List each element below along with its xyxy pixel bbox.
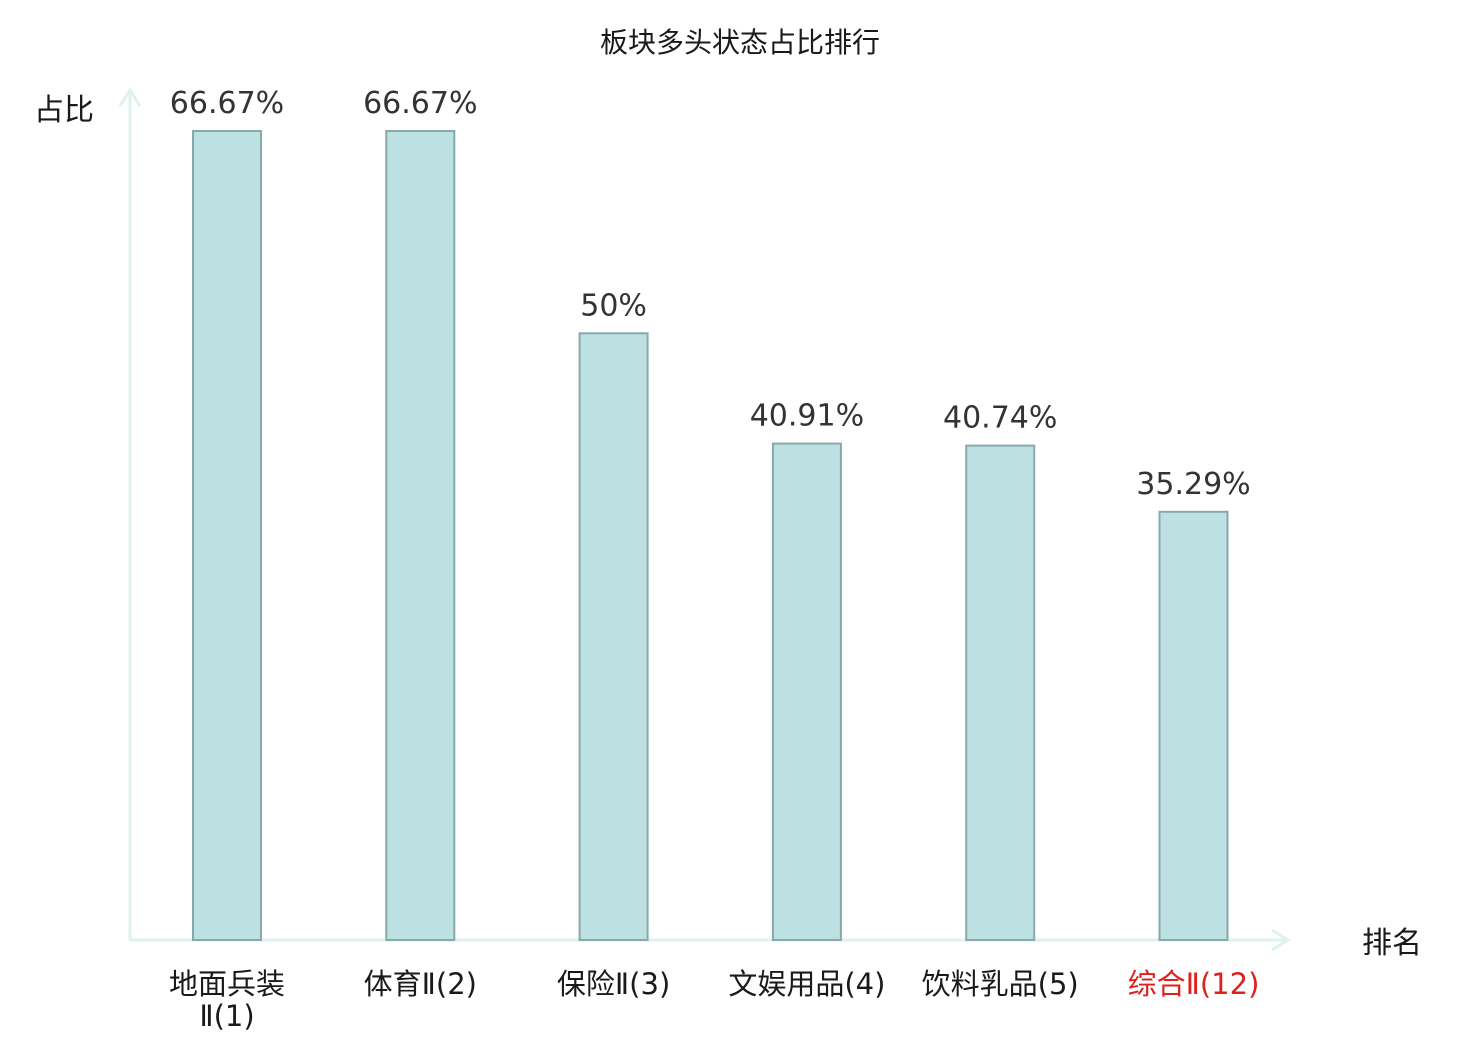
bar-5 — [965, 444, 1036, 941]
category-label-4: 文娱用品(4) — [728, 967, 885, 1001]
category-label-1-line-2: Ⅱ(1) — [199, 999, 254, 1033]
chart-title: 板块多头状态占比排行 — [600, 26, 880, 59]
x-axis-arrow — [1271, 928, 1291, 952]
y-axis-label: 占比 — [34, 93, 94, 128]
bar-1 — [192, 130, 262, 941]
bar-2 — [385, 130, 456, 941]
bar-4 — [771, 442, 842, 941]
bars-group — [192, 130, 1229, 941]
y-axis-arrow — [118, 87, 142, 107]
value-label-3: 50% — [580, 288, 647, 323]
bar-3 — [578, 332, 649, 941]
bar-6 — [1158, 510, 1229, 941]
value-label-6: 35.29% — [1136, 467, 1250, 502]
category-label-2: 体育Ⅱ(2) — [364, 967, 477, 1001]
value-labels-group: 66.67% 66.67% 50% 40.91% 40.74% 35.29% — [170, 86, 1251, 502]
value-label-5: 40.74% — [943, 401, 1057, 436]
value-label-1: 66.67% — [170, 86, 284, 121]
axes — [118, 87, 1291, 952]
value-label-2: 66.67% — [363, 86, 477, 121]
category-label-3: 保险Ⅱ(3) — [557, 967, 670, 1001]
category-label-1-line-1: 地面兵装 — [169, 967, 285, 1001]
value-label-4: 40.91% — [750, 399, 864, 434]
category-label-5: 饮料乳品(5) — [922, 967, 1079, 1001]
x-axis-label: 排名 — [1362, 926, 1422, 961]
category-label-6: 综合Ⅱ(12) — [1128, 967, 1260, 1001]
